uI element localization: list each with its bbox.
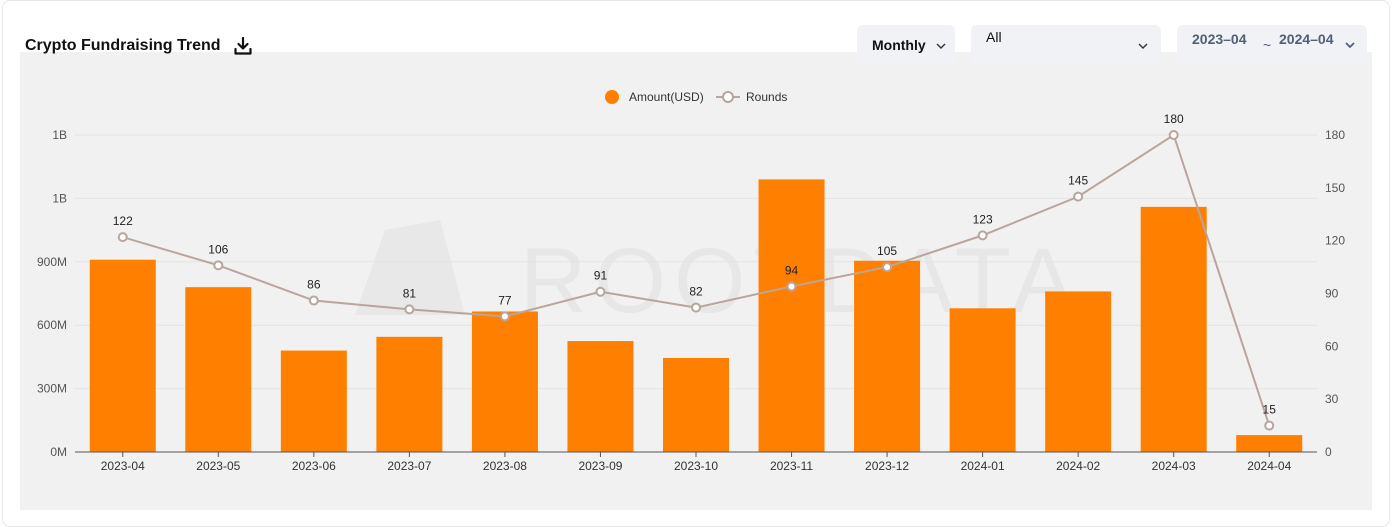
rounds-point [1168,130,1179,140]
bar [471,311,538,452]
date-range-picker[interactable]: 2023–04 ~ 2024–04 [1177,25,1367,65]
x-tick-label: 2023-06 [292,459,336,473]
rounds-data-label: 106 [208,242,228,256]
rounds-point [786,281,797,292]
category-select-value: All [986,29,1002,45]
rounds-data-label: 77 [498,293,512,307]
bar [663,357,729,452]
y-right-tick-label: 60 [1325,339,1339,353]
rounds-point [1073,191,1084,202]
x-tick-label: 2024-03 [1152,459,1196,473]
y-right-tick-label: 30 [1325,392,1339,406]
y-right-tick-label: 120 [1325,234,1345,248]
rounds-point [308,295,319,306]
x-tick-label: 2023-11 [770,459,813,473]
y-left-tick-label: 0M [50,445,67,459]
x-tick-label: 2024-02 [1056,459,1100,473]
date-end[interactable]: 2024–04 [1279,31,1334,47]
rounds-data-label: 94 [785,263,799,277]
legend-amount-label: Amount(USD) [629,90,704,104]
rounds-point [499,311,510,322]
x-tick-label: 2023-12 [865,459,909,473]
y-right-tick-label: 90 [1325,287,1339,301]
y-left-tick-label: 300M [37,382,67,396]
rounds-data-label: 86 [307,278,321,292]
y-left-tick-label: 600M [37,318,67,332]
rounds-data-label: 82 [689,285,703,299]
rounds-point [595,286,606,297]
bar [949,308,1016,452]
rounds-data-label: 180 [1164,112,1184,126]
legend-rounds-marker [722,91,734,103]
x-tick-label: 2023-05 [196,459,240,473]
rounds-point [404,304,415,315]
y-left-tick-label: 1B [52,191,67,205]
bar [567,341,634,452]
x-tick-label: 2023-09 [578,459,622,473]
chart-title: Crypto Fundraising Trend [25,37,221,54]
rounds-data-label: 15 [1263,403,1277,417]
rounds-point [691,302,701,313]
y-left-tick-label: 1B [52,128,67,142]
legend-rounds-label: Rounds [746,90,787,104]
rounds-data-label: 105 [877,244,897,258]
y-right-tick-label: 150 [1325,181,1345,195]
period-select-value: Monthly [872,37,926,53]
rounds-point [1264,420,1275,431]
date-separator: ~ [1263,37,1272,53]
rounds-point [117,232,128,243]
bar [280,350,347,452]
y-right-tick-label: 180 [1325,128,1345,142]
date-start[interactable]: 2023–04 [1192,31,1247,47]
period-select[interactable]: Monthly [857,25,955,65]
rounds-point [977,230,988,241]
legend-amount-marker [605,90,619,104]
download-icon[interactable] [233,36,253,56]
chevron-down-icon [1138,43,1148,49]
rounds-data-label: 122 [113,214,133,228]
chevron-down-icon [936,43,946,49]
chevron-down-icon [1345,42,1355,49]
rounds-point [882,262,893,273]
x-tick-label: 2024-01 [961,459,1005,473]
bar [758,179,825,452]
category-select[interactable]: All [971,25,1161,65]
chart-header: Crypto Fundraising Trend [25,34,253,58]
x-tick-label: 2023-07 [387,459,431,473]
x-tick-label: 2023-10 [674,459,718,473]
bar [185,287,252,452]
x-tick-label: 2023-04 [101,459,145,473]
rounds-data-label: 81 [403,286,417,300]
x-tick-label: 2023-08 [483,459,527,473]
bar [1140,206,1207,452]
bar [89,259,156,452]
y-right-tick-label: 0 [1325,445,1332,459]
bar [376,336,443,452]
x-tick-label: 2024-04 [1247,459,1291,473]
bar [1045,291,1112,452]
y-left-tick-label: 900M [37,255,67,269]
rounds-data-label: 91 [594,269,608,283]
bar [1236,435,1303,452]
rounds-data-label: 123 [973,212,993,226]
bar [854,260,921,452]
rounds-data-label: 145 [1068,174,1088,188]
rounds-point [213,260,224,271]
